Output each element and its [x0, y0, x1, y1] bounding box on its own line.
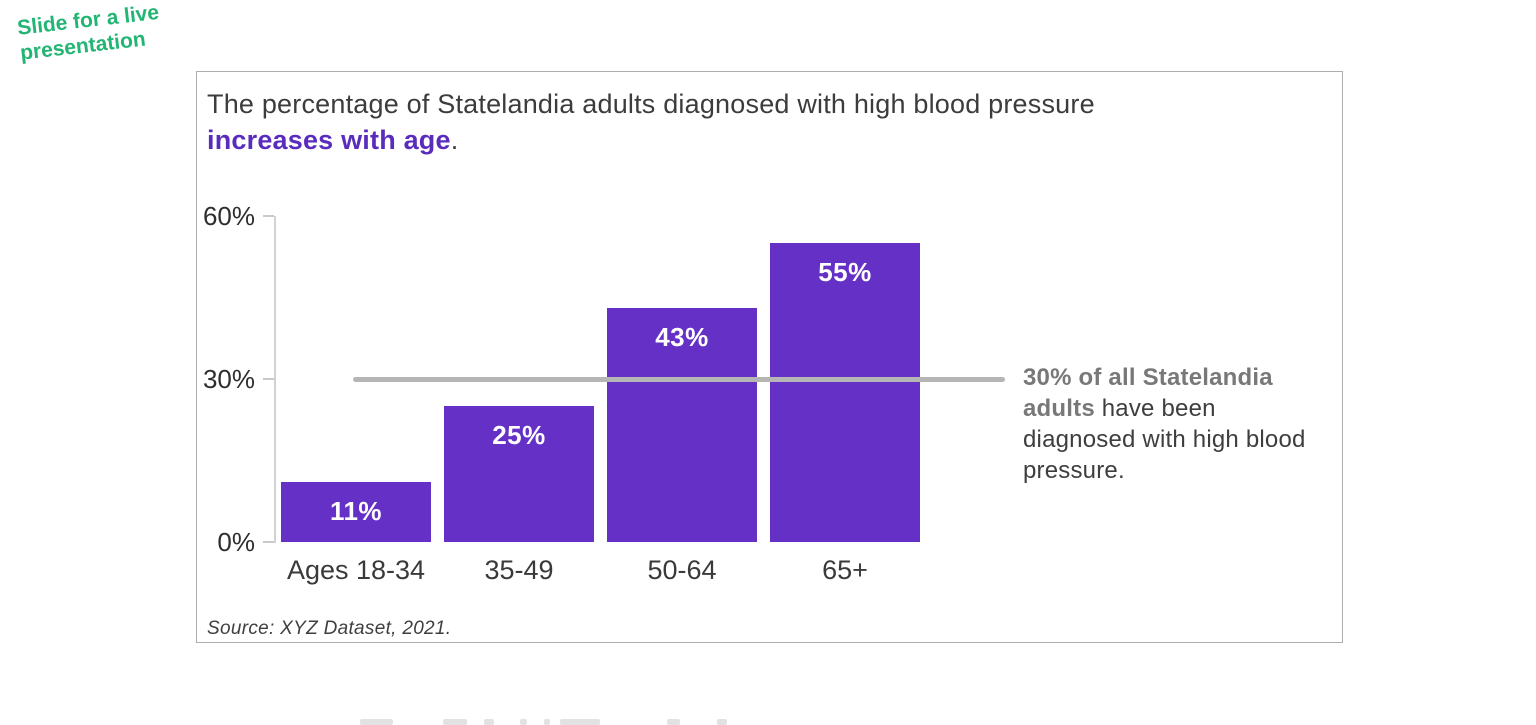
chart-title-main: The percentage of Statelandia adults dia…: [207, 89, 1095, 119]
category-axis: Ages 18-34 35-49 50-64 65+: [281, 554, 920, 586]
chart-title-highlight: increases with age: [207, 125, 451, 155]
annotation-rest-text: have been diagnosed with high blood pres…: [1023, 395, 1306, 484]
y-axis-tick-60: [263, 215, 274, 217]
source-note: Source: XYZ Dataset, 2021.: [207, 618, 452, 639]
y-tick-label-60: 60%: [202, 201, 255, 231]
bar-ages-18-34: 11%: [281, 482, 431, 542]
y-tick-label-30: 30%: [202, 364, 255, 394]
x-axis-label: 65+: [822, 555, 868, 585]
bar-35-49: 25%: [444, 406, 594, 542]
x-axis-label: 35-49: [484, 555, 554, 585]
chart-title-period: .: [450, 125, 459, 155]
reference-annotation: 30% of all Statelandia adults have been …: [1023, 362, 1323, 486]
annotation-bold-text: 30% of all Statelandia adults: [1023, 364, 1273, 422]
x-axis-label: 50-64: [647, 555, 717, 585]
x-axis-label: Ages 18-34: [286, 555, 426, 585]
bar-value-label: 55%: [818, 257, 872, 287]
y-axis-tick-30: [263, 378, 274, 380]
bar-50-64: 43%: [607, 308, 757, 542]
y-tick-label-0: 0%: [217, 527, 255, 557]
slide-card: The percentage of Statelandia adults dia…: [196, 71, 1343, 643]
y-axis-tick-0: [263, 541, 274, 543]
reference-line-30pct: [353, 377, 1005, 382]
bar-65-: 55%: [770, 243, 920, 542]
chart-title: The percentage of Statelandia adults dia…: [207, 86, 1317, 158]
corner-note: Slide for a live presentation: [16, 0, 163, 66]
y-axis-line: [274, 216, 276, 543]
bars-row: 11% 25% 43% 55%: [281, 216, 941, 542]
bar-value-label: 43%: [655, 322, 709, 352]
bar-value-label: 25%: [492, 420, 546, 450]
cut-off-content-fragment: [360, 719, 727, 725]
bar-value-label: 11%: [329, 496, 383, 526]
